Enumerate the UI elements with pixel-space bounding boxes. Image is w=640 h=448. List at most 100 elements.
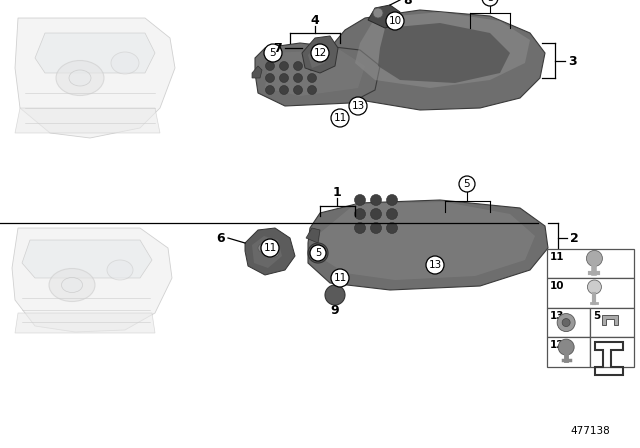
Circle shape bbox=[331, 269, 349, 287]
Polygon shape bbox=[378, 23, 510, 83]
Circle shape bbox=[280, 73, 289, 82]
Circle shape bbox=[310, 245, 326, 261]
Circle shape bbox=[371, 194, 381, 206]
Polygon shape bbox=[318, 202, 535, 280]
Circle shape bbox=[280, 86, 289, 95]
Circle shape bbox=[459, 176, 475, 192]
Circle shape bbox=[557, 314, 575, 332]
Circle shape bbox=[294, 73, 303, 82]
Polygon shape bbox=[252, 236, 282, 268]
Ellipse shape bbox=[107, 260, 133, 280]
Polygon shape bbox=[22, 240, 152, 278]
Circle shape bbox=[311, 44, 329, 62]
Polygon shape bbox=[12, 228, 172, 332]
Polygon shape bbox=[15, 313, 155, 333]
Text: 477138: 477138 bbox=[570, 426, 610, 436]
Circle shape bbox=[588, 280, 602, 294]
Polygon shape bbox=[245, 228, 295, 275]
Text: 12: 12 bbox=[314, 48, 326, 58]
Circle shape bbox=[387, 194, 397, 206]
Polygon shape bbox=[308, 200, 548, 290]
Bar bbox=[547, 308, 590, 337]
Circle shape bbox=[266, 86, 275, 95]
Circle shape bbox=[426, 256, 444, 274]
Ellipse shape bbox=[111, 52, 139, 74]
Circle shape bbox=[482, 0, 498, 6]
Circle shape bbox=[355, 208, 365, 220]
Bar bbox=[547, 337, 590, 367]
Circle shape bbox=[355, 223, 365, 233]
Text: 11: 11 bbox=[333, 113, 347, 123]
Text: 11: 11 bbox=[550, 252, 564, 262]
Text: 10: 10 bbox=[388, 16, 401, 26]
Text: 11: 11 bbox=[333, 273, 347, 283]
Text: 5: 5 bbox=[593, 311, 600, 321]
Circle shape bbox=[261, 239, 279, 257]
Bar bbox=[590, 337, 634, 367]
Circle shape bbox=[294, 86, 303, 95]
Text: 13: 13 bbox=[550, 311, 564, 321]
Circle shape bbox=[266, 73, 275, 82]
Ellipse shape bbox=[49, 268, 95, 302]
Bar bbox=[590, 308, 634, 337]
Polygon shape bbox=[265, 50, 365, 96]
Circle shape bbox=[258, 244, 266, 252]
Text: 9: 9 bbox=[331, 303, 339, 316]
Circle shape bbox=[371, 223, 381, 233]
Circle shape bbox=[294, 61, 303, 70]
Circle shape bbox=[355, 194, 365, 206]
Text: 5: 5 bbox=[486, 0, 493, 3]
Circle shape bbox=[373, 8, 383, 18]
Circle shape bbox=[325, 285, 345, 305]
Polygon shape bbox=[602, 314, 618, 324]
Polygon shape bbox=[302, 36, 338, 73]
Text: 6: 6 bbox=[216, 232, 225, 245]
Circle shape bbox=[562, 319, 570, 327]
Text: 12: 12 bbox=[550, 340, 564, 350]
Bar bbox=[547, 278, 634, 308]
Circle shape bbox=[386, 12, 404, 30]
Text: 8: 8 bbox=[403, 0, 412, 7]
Ellipse shape bbox=[56, 60, 104, 95]
Circle shape bbox=[280, 61, 289, 70]
Polygon shape bbox=[306, 228, 320, 243]
Circle shape bbox=[349, 97, 367, 115]
Bar bbox=[547, 249, 634, 278]
Text: 2: 2 bbox=[570, 232, 579, 245]
Polygon shape bbox=[35, 33, 155, 73]
Circle shape bbox=[264, 44, 282, 62]
Text: 10: 10 bbox=[550, 281, 564, 291]
Circle shape bbox=[387, 208, 397, 220]
Text: 11: 11 bbox=[264, 243, 276, 253]
Circle shape bbox=[307, 86, 317, 95]
Circle shape bbox=[308, 243, 328, 263]
Ellipse shape bbox=[61, 277, 83, 293]
Polygon shape bbox=[15, 18, 175, 138]
Ellipse shape bbox=[69, 70, 91, 86]
Text: 5: 5 bbox=[315, 248, 321, 258]
Polygon shape bbox=[255, 43, 380, 106]
Polygon shape bbox=[15, 108, 160, 133]
Circle shape bbox=[387, 223, 397, 233]
Text: 5: 5 bbox=[464, 179, 470, 189]
Text: 5: 5 bbox=[269, 48, 276, 58]
Text: 13: 13 bbox=[351, 101, 365, 111]
Circle shape bbox=[307, 73, 317, 82]
Polygon shape bbox=[252, 66, 262, 78]
Circle shape bbox=[331, 109, 349, 127]
Polygon shape bbox=[308, 45, 328, 68]
Polygon shape bbox=[330, 10, 545, 110]
Circle shape bbox=[558, 339, 574, 355]
Text: 7: 7 bbox=[273, 42, 282, 55]
Circle shape bbox=[586, 250, 602, 267]
Text: 1: 1 bbox=[333, 185, 341, 198]
Text: 13: 13 bbox=[428, 260, 442, 270]
Text: 3: 3 bbox=[568, 55, 577, 68]
Circle shape bbox=[307, 61, 317, 70]
Polygon shape bbox=[355, 12, 530, 88]
Circle shape bbox=[271, 249, 279, 257]
Text: 4: 4 bbox=[310, 13, 319, 26]
Circle shape bbox=[266, 61, 275, 70]
Polygon shape bbox=[368, 5, 400, 28]
Circle shape bbox=[371, 208, 381, 220]
